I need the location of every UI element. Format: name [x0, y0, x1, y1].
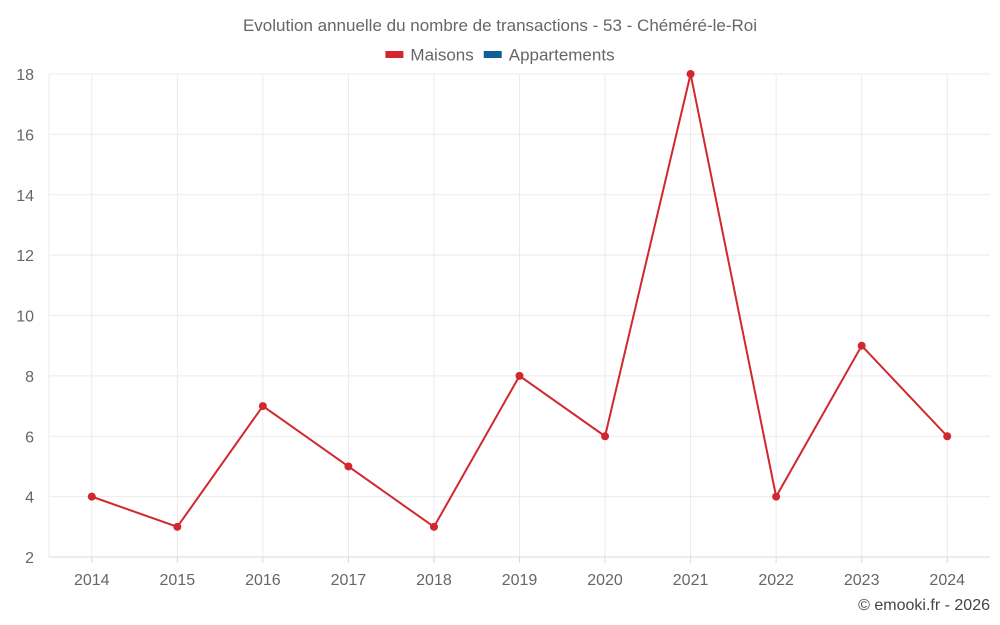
data-point-2021[interactable] — [686, 70, 695, 78]
chart-legend[interactable]: Maisons Appartements — [385, 45, 615, 64]
data-point-2020[interactable] — [601, 432, 610, 441]
data-point-2017[interactable] — [344, 462, 353, 471]
axes: 2 4 6 8 10 12 14 16 18 2014 2015 2016 2017 2018 2019 20… — [16, 67, 990, 589]
series-layer — [87, 70, 952, 531]
data-point-2019[interactable] — [515, 371, 524, 380]
y-tick-label: 6 — [25, 429, 34, 446]
x-tick-label: 2014 — [74, 572, 110, 589]
x-tick-label: 2015 — [160, 572, 196, 589]
data-point-2018[interactable] — [429, 522, 438, 531]
data-point-2016[interactable] — [258, 402, 267, 411]
chart-title: Evolution annuelle du nombre de transact… — [243, 16, 757, 35]
y-tick-label: 16 — [16, 127, 34, 144]
legend-label: Appartements — [509, 45, 615, 64]
data-point-2022[interactable] — [772, 492, 781, 501]
x-tick-label: 2018 — [416, 572, 452, 589]
credit-text: © emooki.fr - 2026 — [858, 597, 990, 614]
data-point-2014[interactable] — [87, 492, 96, 501]
x-tick-label: 2017 — [331, 572, 367, 589]
legend-item-maisons[interactable]: Maisons — [385, 45, 474, 64]
x-tick-label: 2022 — [758, 572, 794, 589]
y-tick-label: 8 — [25, 369, 34, 386]
legend-item-appartements[interactable]: Appartements — [483, 45, 615, 64]
grid-lines — [48, 73, 990, 558]
y-tick-label: 10 — [16, 309, 34, 326]
x-tick-label: 2021 — [673, 572, 709, 589]
legend-swatch — [385, 51, 404, 58]
x-tick-label: 2023 — [844, 572, 880, 589]
data-point-2024[interactable] — [943, 432, 952, 441]
legend-label: Maisons — [410, 45, 473, 64]
y-tick-label: 12 — [16, 248, 34, 265]
legend-swatch — [483, 51, 502, 58]
x-tick-label: 2019 — [502, 572, 538, 589]
x-tick-label: 2020 — [587, 572, 623, 589]
x-tick-label: 2024 — [929, 572, 965, 589]
y-tick-label: 2 — [25, 550, 34, 567]
y-tick-label: 18 — [16, 67, 34, 84]
x-tick-label: 2016 — [245, 572, 281, 589]
y-tick-label: 4 — [25, 490, 34, 507]
data-point-2023[interactable] — [857, 341, 866, 350]
y-tick-label: 14 — [16, 188, 34, 205]
data-point-2015[interactable] — [173, 522, 182, 531]
